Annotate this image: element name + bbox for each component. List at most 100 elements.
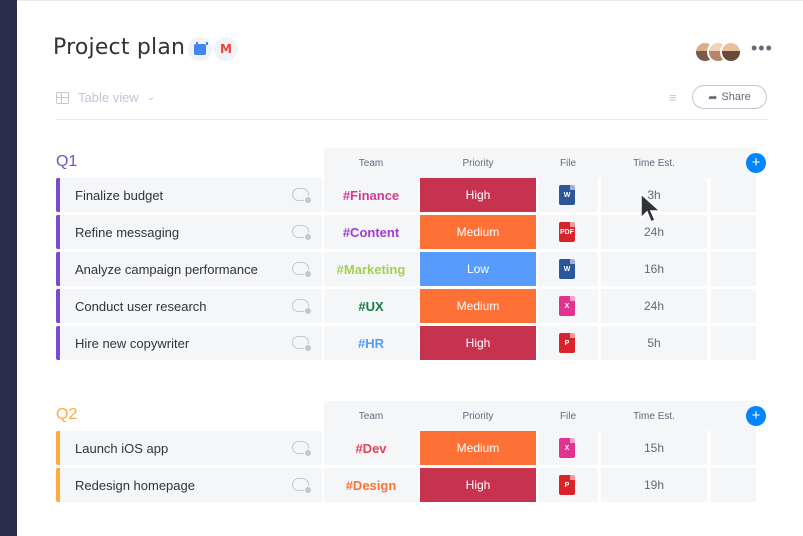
column-team[interactable]: Team [358, 157, 384, 169]
file-icon[interactable]: W [559, 185, 575, 205]
filter-icon[interactable]: ≡ [669, 90, 677, 105]
group-title[interactable]: Q2 [56, 406, 78, 423]
updates-icon[interactable] [292, 299, 312, 315]
file-cell-content: X [538, 289, 598, 323]
priority-label[interactable]: Medium [420, 431, 536, 465]
column-file[interactable]: File [559, 157, 577, 169]
table-row[interactable]: Refine messaging #Content Medium PDF 24h [56, 215, 768, 252]
table-row[interactable]: Hire new copywriter #HR High P 5h [56, 326, 768, 363]
team-cell [324, 252, 418, 286]
item-cell [56, 468, 322, 502]
table-view-selector[interactable]: Table view ⌄ [56, 90, 155, 105]
team-cell [324, 468, 418, 502]
header-background [324, 401, 756, 431]
team-tag[interactable]: #Marketing [336, 262, 406, 277]
column-team[interactable]: Team [358, 410, 384, 422]
avatar[interactable] [720, 41, 742, 63]
time-cell [601, 252, 707, 286]
item-cell [56, 326, 322, 360]
time-estimate[interactable]: 5h [647, 336, 661, 350]
time-estimate[interactable]: 19h [643, 478, 665, 492]
file-cell-content: P [538, 326, 598, 360]
team-tag[interactable]: #Design [345, 478, 397, 493]
updates-icon[interactable] [292, 336, 312, 352]
priority-label[interactable]: High [420, 178, 536, 212]
team-cell [324, 431, 418, 465]
table-row[interactable]: Analyze campaign performance #Marketing Lo… [56, 252, 768, 289]
priority-label[interactable]: Low [420, 252, 536, 286]
divider [56, 119, 768, 120]
file-cell-content: PDF [538, 215, 598, 249]
team-tag[interactable]: #Finance [342, 188, 400, 203]
file-icon[interactable]: P [559, 333, 575, 353]
table-row[interactable]: Launch iOS app #Dev Medium X 15h [56, 431, 768, 468]
group-1: Q1 Team Priority File Time Est. + Finalize bud… [56, 148, 768, 363]
time-estimate[interactable]: 24h [643, 225, 665, 239]
time-cell [601, 326, 707, 360]
column-priority[interactable]: Priority [462, 410, 494, 422]
column-time-est[interactable]: Time Est. [633, 157, 675, 169]
column-priority[interactable]: Priority [462, 157, 494, 169]
updates-icon[interactable] [292, 262, 312, 278]
file-icon[interactable]: X [559, 296, 575, 316]
file-icon[interactable]: P [559, 475, 575, 495]
item-name[interactable]: Launch iOS app [75, 441, 169, 456]
page-title: Project plan [53, 35, 186, 60]
item-name[interactable]: Finalize budget [75, 188, 164, 203]
item-name[interactable]: Conduct user research [75, 299, 207, 314]
item-cell [56, 178, 322, 212]
item-name[interactable]: Refine messaging [75, 225, 180, 240]
time-cell [601, 431, 707, 465]
table-row[interactable]: Redesign homepage #Design High P 19h [56, 468, 768, 505]
team-tag[interactable]: #HR [357, 336, 384, 351]
item-name[interactable]: Hire new copywriter [75, 336, 190, 351]
table-row[interactable]: Conduct user research #UX Medium X 24h [56, 289, 768, 326]
add-column-button[interactable]: + [746, 406, 766, 426]
file-cell-content: P [538, 468, 598, 502]
empty-cell [711, 252, 756, 286]
file-cell-content: W [538, 252, 598, 286]
updates-icon[interactable] [292, 441, 312, 457]
time-cell [601, 289, 707, 323]
time-estimate[interactable]: 15h [643, 441, 665, 455]
mouse-cursor-icon [640, 192, 662, 224]
group-color-marker [56, 289, 60, 323]
priority-label[interactable]: Medium [420, 289, 536, 323]
team-tag[interactable]: #Content [342, 225, 400, 240]
item-name[interactable]: Redesign homepage [75, 478, 195, 493]
table-row[interactable]: Finalize budget #Finance High W 3h [56, 178, 768, 215]
group-color-marker [56, 431, 60, 465]
gmail-icon[interactable]: M [214, 37, 238, 61]
updates-icon[interactable] [292, 188, 312, 204]
updates-icon[interactable] [292, 225, 312, 241]
team-tag[interactable]: #Dev [355, 441, 387, 456]
group-color-marker [56, 215, 60, 249]
file-icon[interactable]: X [559, 438, 575, 458]
column-file[interactable]: File [559, 410, 577, 422]
group-header: Q2 Team Priority File Time Est. + [56, 401, 768, 431]
item-name[interactable]: Analyze campaign performance [75, 262, 258, 277]
team-cell [324, 289, 418, 323]
group-color-marker [56, 326, 60, 360]
group-color-marker [56, 468, 60, 502]
more-options-icon[interactable]: ••• [751, 38, 773, 58]
priority-label[interactable]: Medium [420, 215, 536, 249]
group-title[interactable]: Q1 [56, 153, 78, 170]
priority-label[interactable]: High [420, 468, 536, 502]
priority-label[interactable]: High [420, 326, 536, 360]
group-2: Q2 Team Priority File Time Est. + Launch iOS a… [56, 401, 768, 505]
time-estimate[interactable]: 3h [647, 188, 661, 202]
column-time-est[interactable]: Time Est. [633, 410, 675, 422]
google-calendar-icon[interactable] [188, 37, 212, 61]
group-header: Q1 Team Priority File Time Est. + [56, 148, 768, 178]
time-estimate[interactable]: 24h [643, 299, 665, 313]
chevron-down-icon: ⌄ [146, 92, 156, 103]
share-button[interactable]: ➦ Share [692, 85, 767, 109]
file-icon[interactable]: PDF [559, 222, 575, 242]
time-estimate[interactable]: 16h [643, 262, 665, 276]
team-tag[interactable]: #UX [358, 299, 384, 314]
add-column-button[interactable]: + [746, 153, 766, 173]
empty-cell [711, 326, 756, 360]
file-icon[interactable]: W [559, 259, 575, 279]
updates-icon[interactable] [292, 478, 312, 494]
